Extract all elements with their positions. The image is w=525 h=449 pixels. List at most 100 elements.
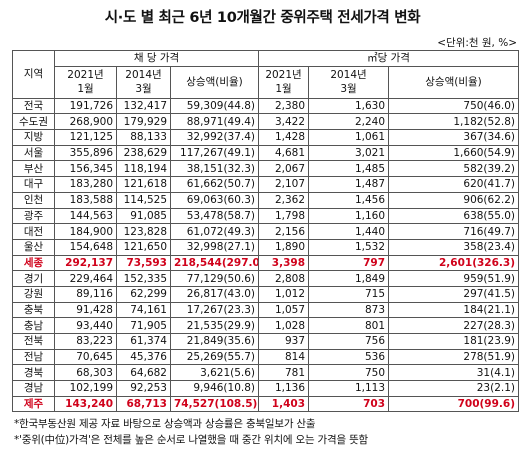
- value-cell: 62,299: [116, 285, 171, 303]
- value-cell: 21,849(35.6): [169, 333, 260, 350]
- region-cell: 세종: [12, 254, 55, 272]
- value-cell: 797: [308, 254, 390, 272]
- value-cell: 1,798: [258, 207, 310, 225]
- region-cell: 광주: [12, 207, 55, 225]
- value-cell: 1,160: [308, 207, 390, 225]
- table-header: 지역 채 당 가격 ㎡당 가격 2021년 1월 2014년 3월 상승액(비율) 2…: [12, 50, 520, 99]
- value-cell: 32,992(37.4): [169, 129, 260, 146]
- value-cell: 750: [308, 364, 390, 382]
- value-cell: 26,817(43.0): [169, 285, 260, 303]
- header-row: 2021년 1월 2014년 3월 상승액(비율) 2021년 1월 2014년 3월 상…: [13, 65, 520, 99]
- value-cell: 229,464: [54, 270, 117, 287]
- region-cell: 강원: [12, 285, 55, 303]
- region-cell: 전국: [12, 97, 55, 115]
- region-cell: 경기: [12, 270, 55, 287]
- value-cell: 227(28.3): [388, 317, 520, 334]
- value-cell: 278(51.9): [388, 348, 520, 366]
- value-cell: 1,012: [258, 285, 310, 303]
- value-cell: 582(39.2): [388, 160, 520, 178]
- column-header: 2014년 3월: [116, 65, 171, 99]
- region-cell: 충북: [12, 301, 55, 319]
- price-table: 지역 채 당 가격 ㎡당 가격 2021년 1월 2014년 3월 상승액(비율) 2…: [12, 50, 520, 413]
- value-cell: 83,223: [54, 333, 117, 350]
- value-cell: 121,618: [116, 176, 171, 193]
- footnote: *'중위(中位)가격'은 전체를 높은 순서로 나열했을 때 중간 위치에 오는…: [14, 434, 368, 446]
- table-row: 전국 191,726 132,417 59,309(44.8) 2,380 1,630 75…: [12, 97, 520, 115]
- value-cell: 92,253: [116, 380, 171, 397]
- column-header: 2014년 3월: [308, 65, 390, 99]
- value-cell: 2,156: [258, 223, 310, 240]
- value-cell: 801: [308, 317, 390, 334]
- table-row: 수도권 268,900 179,929 88,971(49.4) 3,422 2,240 1…: [12, 113, 520, 131]
- footnote: *한국부동산원 제공 자료 바탕으로 상승액과 상승률은 충북일보가 산출: [14, 418, 316, 430]
- value-cell: 716(49.7): [388, 223, 520, 240]
- column-header: 2021년 1월: [54, 65, 117, 99]
- value-cell: 750(46.0): [388, 97, 520, 115]
- value-cell: 218,544(297.0): [169, 254, 260, 272]
- value-cell: 292,137: [54, 254, 117, 272]
- unit-label: <단위:천 원, %>: [437, 37, 517, 49]
- value-cell: 53,478(58.7): [169, 207, 260, 225]
- column-header: 상승액(비율): [169, 65, 260, 99]
- value-cell: 1,440: [308, 223, 390, 240]
- region-cell: 전남: [12, 348, 55, 366]
- value-cell: 152,335: [116, 270, 171, 287]
- value-cell: 1,849: [308, 270, 390, 287]
- table-row: 전남 70,645 45,376 25,269(55.7) 814 536 278(51.9…: [12, 348, 520, 366]
- value-cell: 121,125: [54, 129, 117, 146]
- header-cell: 지역: [12, 50, 55, 99]
- value-cell: 703: [308, 395, 390, 413]
- value-cell: 1,061: [308, 129, 390, 146]
- table-row: 강원 89,116 62,299 26,817(43.0) 1,012 715 297(41…: [12, 285, 520, 303]
- value-cell: 1,136: [258, 380, 310, 397]
- value-cell: 61,072(49.3): [169, 223, 260, 240]
- value-cell: 638(55.0): [388, 207, 520, 225]
- value-cell: 959(51.9): [388, 270, 520, 287]
- value-cell: 61,662(50.7): [169, 176, 260, 193]
- value-cell: 756: [308, 333, 390, 350]
- value-cell: 88,133: [116, 129, 171, 146]
- value-cell: 183,588: [54, 191, 117, 209]
- value-cell: 181(23.9): [388, 333, 520, 350]
- value-cell: 9,946(10.8): [169, 380, 260, 397]
- value-cell: 179,929: [116, 113, 171, 131]
- value-cell: 143,240: [54, 395, 117, 413]
- region-cell: 대전: [12, 223, 55, 240]
- table-row: 부산 156,345 118,194 38,151(32.3) 2,067 1,485 58…: [12, 160, 520, 178]
- value-cell: 31(4.1): [388, 364, 520, 382]
- value-cell: 1,028: [258, 317, 310, 334]
- value-cell: 102,199: [54, 380, 117, 397]
- table-body: 전국 191,726 132,417 59,309(44.8) 2,380 1,630 75…: [12, 97, 520, 413]
- value-cell: 156,345: [54, 160, 117, 178]
- value-cell: 1,890: [258, 238, 310, 256]
- value-cell: 17,267(23.3): [169, 301, 260, 319]
- value-cell: 25,269(55.7): [169, 348, 260, 366]
- value-cell: 91,428: [54, 301, 117, 319]
- table-row: 서울 355,896 238,629 117,267(49.1) 4,681 3,021 1…: [12, 144, 520, 162]
- value-cell: 238,629: [116, 144, 171, 162]
- value-cell: 873: [308, 301, 390, 319]
- table-row: 충북 91,428 74,161 17,267(23.3) 1,057 873 184(21…: [12, 301, 520, 319]
- table-row: 경기 229,464 152,335 77,129(50.6) 2,808 1,849 95…: [12, 270, 520, 287]
- region-cell: 대구: [12, 176, 55, 193]
- region-cell: 인천: [12, 191, 55, 209]
- value-cell: 781: [258, 364, 310, 382]
- value-cell: 74,527(108.5): [169, 395, 260, 413]
- table-row: 광주 144,563 91,085 53,478(58.7) 1,798 1,160 638…: [12, 207, 520, 225]
- value-cell: 93,440: [54, 317, 117, 334]
- table-row: 대전 184,900 123,828 61,072(49.3) 2,156 1,440 71…: [12, 223, 520, 240]
- value-cell: 3,621(5.6): [169, 364, 260, 382]
- value-cell: 118,194: [116, 160, 171, 178]
- value-cell: 23(2.1): [388, 380, 520, 397]
- value-cell: 21,535(29.9): [169, 317, 260, 334]
- value-cell: 154,648: [54, 238, 117, 256]
- value-cell: 2,808: [258, 270, 310, 287]
- value-cell: 64,682: [116, 364, 171, 382]
- table-row: 울산 154,648 121,650 32,998(27.1) 1,890 1,532 35…: [12, 238, 520, 256]
- value-cell: 367(34.6): [388, 129, 520, 146]
- value-cell: 700(99.6): [388, 395, 520, 413]
- value-cell: 117,267(49.1): [169, 144, 260, 162]
- column-header: 2021년 1월: [258, 65, 310, 99]
- value-cell: 1,403: [258, 395, 310, 413]
